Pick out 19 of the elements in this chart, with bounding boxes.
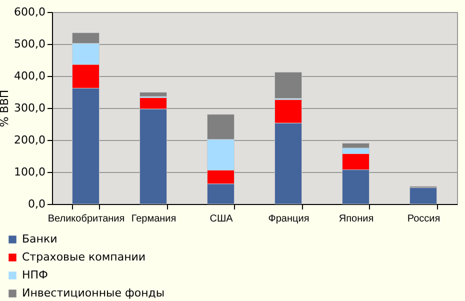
x-tick-label: Великобритания (48, 214, 125, 224)
y-tick-label: 600,0 (14, 6, 46, 18)
bar (410, 187, 437, 204)
legend-label: Страховые компании (22, 250, 146, 264)
x-tick-label: Россия (407, 214, 440, 224)
y-tick-label: 100,0 (14, 166, 46, 178)
y-tick-label: 500,0 (14, 38, 46, 50)
x-tick-label: Япония (338, 214, 374, 224)
y-tick-label: 200,0 (14, 134, 46, 146)
legend-label: НПФ (22, 268, 48, 282)
x-tick-label: Франция (268, 214, 310, 224)
legend-label: Банки (22, 232, 58, 246)
x-tick-label: Германия (131, 214, 176, 224)
y-tick-label: 400,0 (14, 70, 46, 82)
y-tick-label: 300,0 (14, 102, 46, 114)
y-axis-title: % ВВП (0, 90, 12, 128)
y-tick-label: 0,0 (28, 198, 46, 210)
x-tick-label: США (210, 214, 234, 224)
legend-label: Инвестиционные фонды (22, 286, 165, 300)
